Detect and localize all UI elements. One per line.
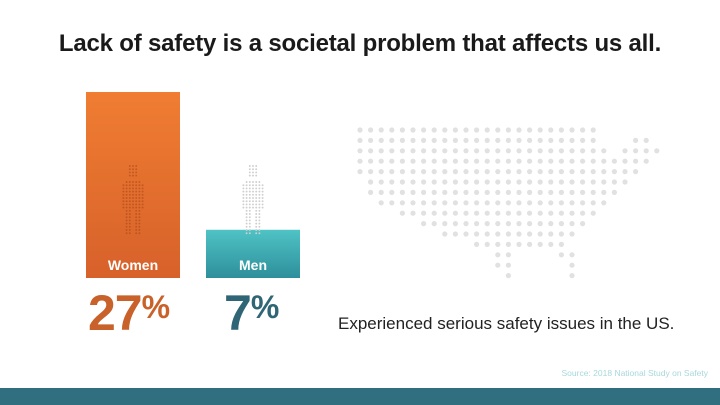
footer-bar: [0, 388, 720, 405]
women-person-icon: [122, 165, 144, 235]
bar-women: [86, 92, 180, 278]
chart-caption: Experienced serious safety issues in the…: [338, 314, 675, 333]
men-person-icon: [242, 165, 264, 235]
men-percentage: 7%: [224, 288, 279, 338]
bar-women-label: Women: [108, 257, 158, 273]
bar-men: [206, 229, 300, 278]
women-percentage-sign: %: [141, 289, 171, 325]
source-note: Source: 2018 National Study on Safety: [561, 368, 708, 378]
bar-men-label: Men: [239, 257, 267, 273]
men-percentage-sign: %: [250, 289, 280, 325]
men-percentage-value: 7: [224, 285, 252, 341]
page-title: Lack of safety is a societal problem tha…: [58, 30, 662, 57]
us-map-dots: [357, 127, 660, 279]
women-percentage: 27%: [88, 288, 170, 338]
women-percentage-value: 27: [88, 285, 143, 341]
